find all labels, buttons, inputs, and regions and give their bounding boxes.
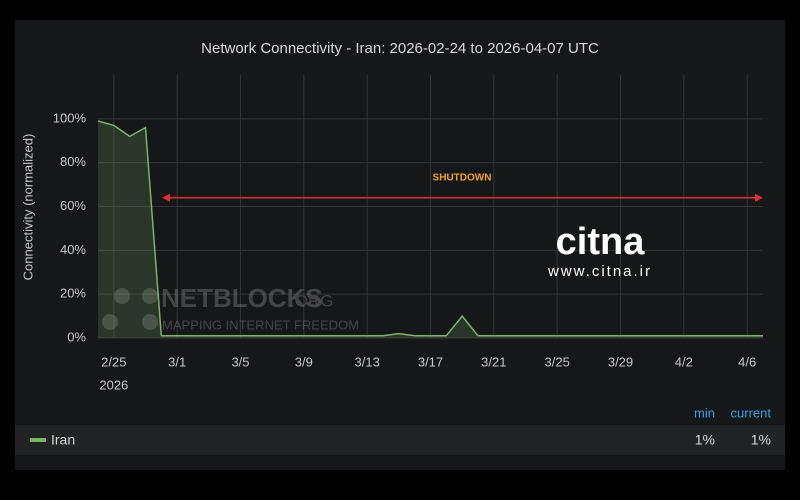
legend-header: min (694, 405, 715, 420)
legend-header: current (731, 405, 772, 420)
citna-logo: citna (556, 221, 646, 263)
y-tick-label: 40% (60, 242, 86, 257)
watermark-text: NETBLOCKS (161, 283, 323, 313)
x-tick-label: 4/2 (675, 354, 693, 369)
x-tick-label: 4/6 (738, 354, 756, 369)
legend-value: 1% (695, 432, 715, 448)
x-tick-label: 3/13 (355, 354, 380, 369)
watermark-text: MAPPING INTERNET FREEDOM (162, 317, 359, 332)
y-tick-label: 100% (53, 110, 87, 125)
y-tick-label: 0% (67, 329, 86, 344)
netblocks-watermark: NETBLOCKS .ORG MAPPING INTERNET FREEDOM (102, 283, 359, 332)
x-tick-label: 3/25 (545, 354, 570, 369)
legend-value: 1% (751, 432, 771, 448)
x-tick-label: 3/21 (481, 354, 506, 369)
panel (15, 20, 785, 470)
y-tick-label: 80% (60, 154, 86, 169)
x-tick-label: 3/5 (231, 354, 249, 369)
x-tick-label: 3/9 (295, 354, 313, 369)
arrow-head (162, 193, 170, 202)
x-year-label: 2026 (99, 377, 128, 392)
x-tick-label: 3/1 (168, 354, 186, 369)
legend-row (15, 425, 785, 455)
watermark-text: .ORG (290, 291, 333, 310)
annotation: SHUTDOWN (433, 173, 492, 184)
x-tick-label: 2/25 (101, 354, 126, 369)
plot (97, 120, 763, 338)
x-tick-label: 3/17 (418, 354, 443, 369)
y-tick-label: 20% (60, 286, 86, 301)
grid: 0% 20% 40% 60% 80% 100% 2/25 3/1 3/5 3/9 3/13 3/17 3… (53, 75, 763, 392)
y-tick-label: 60% (60, 198, 86, 213)
arrow-head (755, 193, 763, 202)
citna-url: www.citna.ir (547, 263, 652, 280)
y-axis-label: Connectivity (normalized) (20, 134, 35, 281)
x-tick-label: 3/29 (608, 354, 633, 369)
series-line (97, 120, 763, 337)
chart-title: Network Connectivity - Iran: 2026-02-24 … (201, 40, 599, 57)
legend-label[interactable]: Iran (51, 432, 75, 448)
